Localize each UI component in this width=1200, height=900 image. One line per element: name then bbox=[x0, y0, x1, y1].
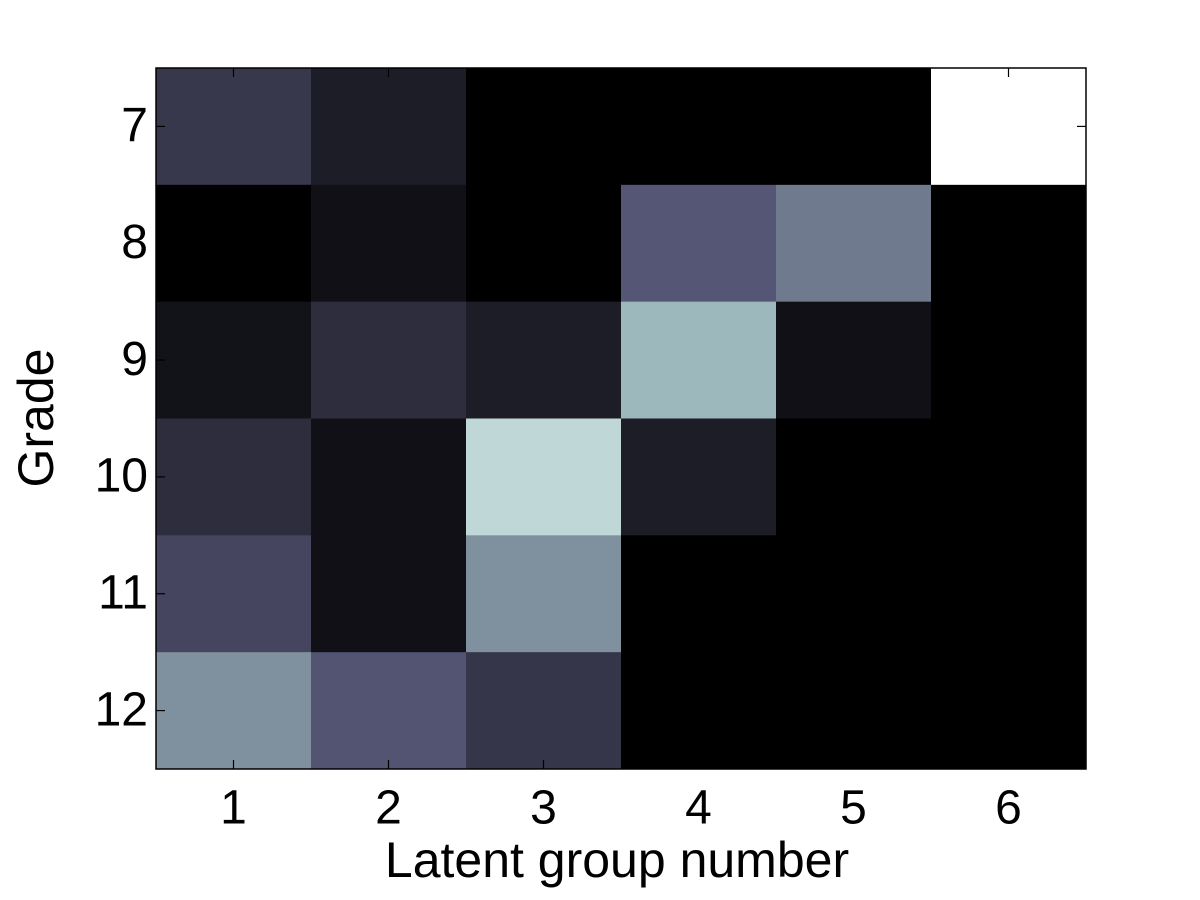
heatmap-cell bbox=[621, 301, 777, 419]
heatmap-cell bbox=[621, 184, 777, 303]
heatmap-cell bbox=[776, 535, 932, 653]
x-tick-label: 1 bbox=[220, 782, 247, 835]
heatmap-cell bbox=[621, 652, 777, 770]
y-tick-label: 11 bbox=[98, 566, 148, 619]
heatmap-cell bbox=[311, 652, 467, 770]
heatmap-cell bbox=[156, 68, 312, 186]
heatmap-cell bbox=[466, 301, 622, 419]
heatmap-cell bbox=[621, 418, 777, 536]
y-tick-label: 10 bbox=[95, 450, 148, 503]
heatmap-cell bbox=[776, 301, 932, 419]
heatmap-cell bbox=[466, 418, 622, 536]
heatmap-cell bbox=[311, 184, 467, 303]
plot-frame bbox=[155, 67, 1087, 770]
heatmap-cell bbox=[311, 301, 467, 419]
heatmap-cell bbox=[621, 68, 777, 186]
heatmap-cell bbox=[466, 184, 622, 303]
heatmap-cell bbox=[931, 68, 1087, 186]
heatmap-cell bbox=[156, 535, 312, 653]
heatmap-cell bbox=[776, 68, 932, 186]
heatmap-cell bbox=[466, 535, 622, 653]
y-axis-label: Grade bbox=[8, 349, 64, 488]
heatmap-cell bbox=[931, 418, 1087, 536]
x-tick-label: 2 bbox=[375, 782, 402, 835]
x-tick-label: 6 bbox=[995, 782, 1022, 835]
heatmap-cell bbox=[466, 68, 622, 186]
heatmap-cell bbox=[776, 418, 932, 536]
heatmap-cell bbox=[776, 184, 932, 303]
heatmap-cell bbox=[156, 301, 312, 419]
y-tick-label: 7 bbox=[121, 99, 148, 152]
y-tick-label: 9 bbox=[121, 333, 148, 386]
heatmap-cell bbox=[156, 652, 312, 770]
heatmap-cell bbox=[311, 418, 467, 536]
heatmap-cell bbox=[931, 184, 1087, 303]
y-tick-label: 12 bbox=[95, 683, 148, 736]
heatmap-cell bbox=[466, 652, 622, 770]
heatmap-cell bbox=[311, 68, 467, 186]
heatmap-cell bbox=[311, 535, 467, 653]
y-tick-label: 8 bbox=[121, 216, 148, 269]
heatmap-cell bbox=[776, 652, 932, 770]
heatmap-cell bbox=[931, 652, 1087, 770]
heatmap-cell bbox=[621, 535, 777, 653]
heatmap-cell bbox=[156, 418, 312, 536]
x-tick-label: 4 bbox=[685, 782, 712, 835]
x-axis-label: Latent group number bbox=[385, 832, 849, 888]
heatmap-cell bbox=[931, 535, 1087, 653]
heatmap-cell bbox=[156, 184, 312, 303]
x-tick-label: 5 bbox=[840, 782, 867, 835]
x-tick-label: 3 bbox=[530, 782, 557, 835]
heatmap-cell bbox=[931, 301, 1087, 419]
cells bbox=[156, 68, 1087, 770]
